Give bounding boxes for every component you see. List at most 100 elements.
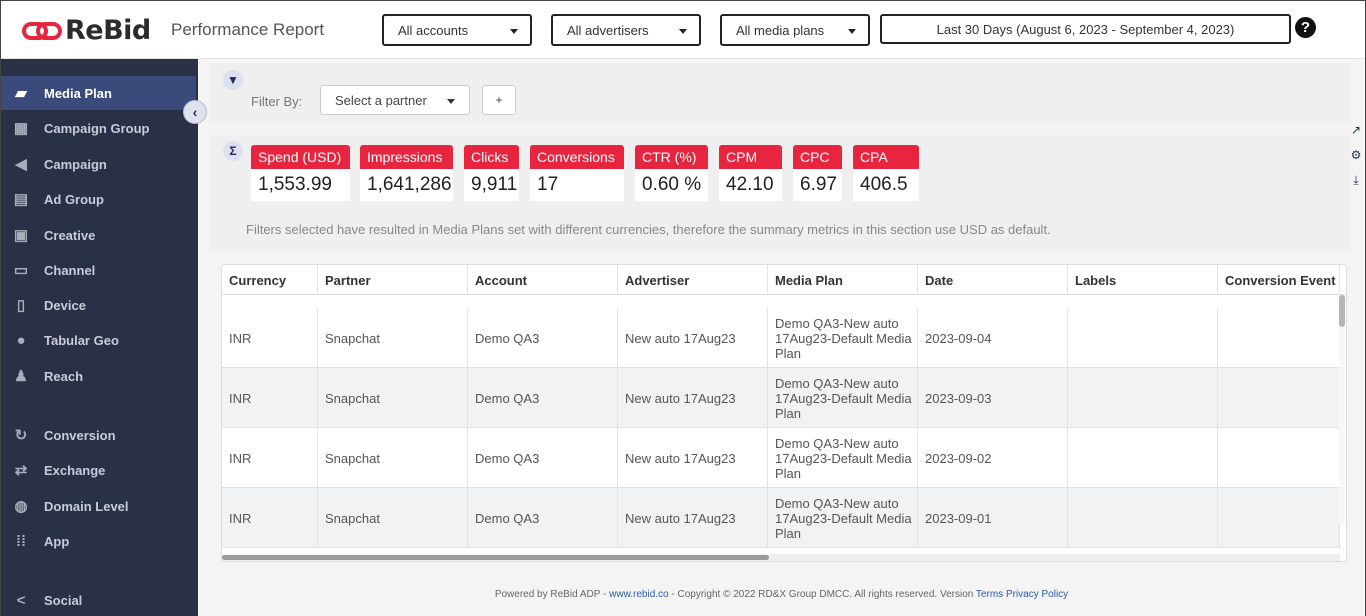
caret-down-icon bbox=[447, 99, 455, 104]
cell-labels bbox=[1068, 308, 1218, 368]
cell-partner: Snapchat bbox=[318, 428, 468, 488]
footer: Powered by ReBid ADP - www.rebid.co - Co… bbox=[198, 589, 1365, 600]
page-title: Performance Report bbox=[171, 20, 325, 39]
download-icon[interactable]: ⤓ bbox=[1353, 172, 1359, 187]
help-icon[interactable]: ? bbox=[1295, 17, 1316, 38]
sidebar-item-social[interactable]: < Social bbox=[1, 583, 196, 616]
caret-down-icon bbox=[510, 29, 518, 34]
sidebar-item-exchange[interactable]: ⇄ Exchange bbox=[1, 453, 196, 487]
sidebar-item-creative[interactable]: ▣ Creative bbox=[1, 218, 196, 252]
metric-cpc: CPC 6.97 bbox=[793, 145, 842, 201]
metric-clicks: Clicks 9,911 bbox=[464, 145, 519, 201]
cell-account: Demo QA3 bbox=[468, 428, 618, 488]
cell-labels bbox=[1068, 368, 1218, 428]
cell-date: 2023-09-01 bbox=[918, 488, 1068, 548]
column-header-currency[interactable]: Currency bbox=[222, 265, 318, 295]
sidebar-item-reach[interactable]: ♟ Reach bbox=[1, 359, 196, 393]
advertisers-dropdown[interactable]: All advertisers bbox=[551, 14, 701, 46]
column-header-date[interactable]: Date bbox=[918, 265, 1068, 295]
sidebar-item-label: Conversion bbox=[44, 427, 116, 443]
rebid-logo[interactable]: ReBid bbox=[21, 15, 151, 46]
table-row[interactable]: INR Snapchat Demo QA3 New auto 17Aug23 D… bbox=[222, 308, 1340, 368]
sidebar-item-app[interactable]: ⁞⁞ App bbox=[1, 524, 196, 558]
cell-labels bbox=[1068, 488, 1218, 548]
cell-currency: INR bbox=[222, 368, 318, 428]
vertical-scrollbar[interactable] bbox=[1339, 295, 1345, 525]
cell-advertiser: New auto 17Aug23 bbox=[618, 428, 768, 488]
sidebar-item-campaign-group[interactable]: ▦ Campaign Group bbox=[1, 111, 196, 145]
footer-site-link[interactable]: www.rebid.co bbox=[609, 589, 669, 600]
image-icon: ▣ bbox=[13, 227, 29, 244]
metric-spend: Spend (USD) 1,553.99 bbox=[251, 145, 350, 201]
column-header-advertiser[interactable]: Advertiser bbox=[618, 265, 768, 295]
scrollbar-thumb[interactable] bbox=[222, 555, 769, 560]
cell-date: 2023-09-04 bbox=[918, 308, 1068, 368]
sidebar-item-label: Channel bbox=[44, 262, 96, 278]
accounts-dropdown[interactable]: All accounts bbox=[382, 14, 532, 46]
metric-label: CPM bbox=[719, 145, 782, 169]
column-header-partner[interactable]: Partner bbox=[318, 265, 468, 295]
table-row[interactable]: INR Snapchat Demo QA3 New auto 17Aug23 D… bbox=[222, 428, 1340, 488]
sidebar-item-domain-level[interactable]: ◍ Domain Level bbox=[1, 489, 196, 523]
grid-icon: ▦ bbox=[13, 120, 29, 137]
filter-label: Filter By: bbox=[251, 94, 303, 109]
users-icon: ♟ bbox=[14, 368, 28, 385]
folder-open-icon: ▰ bbox=[15, 85, 27, 102]
metric-label: CPC bbox=[793, 145, 842, 169]
column-header-labels[interactable]: Labels bbox=[1068, 265, 1218, 295]
mobile-icon: ▯ bbox=[16, 297, 26, 314]
table-row[interactable]: INR Snapchat Demo QA3 New auto 17Aug23 D… bbox=[222, 368, 1340, 428]
column-header-account[interactable]: Account bbox=[468, 265, 618, 295]
sidebar-item-campaign[interactable]: ◀ Campaign bbox=[1, 147, 196, 181]
metric-value: 1,641,286 bbox=[360, 169, 453, 201]
sidebar-item-ad-group[interactable]: ▤ Ad Group bbox=[1, 182, 196, 216]
sidebar-item-label: Campaign bbox=[44, 156, 107, 172]
cell-advertiser: New auto 17Aug23 bbox=[618, 488, 768, 548]
column-header-conversion-event[interactable]: Conversion Event bbox=[1218, 265, 1340, 295]
add-filter-button[interactable]: + bbox=[482, 85, 516, 115]
filter-icon[interactable]: ▼ bbox=[223, 70, 243, 90]
sync-icon: ↻ bbox=[14, 427, 28, 444]
sidebar-item-label: Exchange bbox=[44, 462, 106, 478]
cell-account: Demo QA3 bbox=[468, 368, 618, 428]
horizontal-scrollbar[interactable] bbox=[222, 554, 1340, 561]
metric-value: 1,553.99 bbox=[251, 169, 350, 201]
metric-value: 42.10 bbox=[719, 169, 782, 201]
summary-metrics: Σ Spend (USD) 1,553.99 Impressions 1,641… bbox=[210, 135, 1350, 251]
chain-link-logo-icon bbox=[22, 21, 62, 40]
metric-ctr: CTR (%) 0.60 % bbox=[635, 145, 708, 201]
date-range-picker[interactable]: Last 30 Days (August 6, 2023 - September… bbox=[880, 14, 1291, 44]
main-content: ▼ Filter By: Select a partner + Σ Spend … bbox=[198, 59, 1365, 616]
scrollbar-thumb[interactable] bbox=[1339, 295, 1345, 327]
metric-label: Impressions bbox=[360, 145, 453, 169]
sidebar-item-label: Domain Level bbox=[44, 498, 129, 514]
gear-icon[interactable]: ⚙ bbox=[1350, 148, 1362, 162]
metric-impressions: Impressions 1,641,286 bbox=[360, 145, 453, 201]
sidebar-item-media-plan[interactable]: ▰ Media Plan bbox=[1, 76, 196, 110]
sidebar-item-label: Device bbox=[44, 297, 86, 313]
map-pin-icon: ● bbox=[16, 331, 26, 349]
sidebar: ▰ Media Plan ▦ Campaign Group ◀ Campaign… bbox=[1, 59, 198, 616]
media-plans-dropdown[interactable]: All media plans bbox=[720, 14, 870, 46]
table-row[interactable]: INR Snapchat Demo QA3 New auto 17Aug23 D… bbox=[222, 488, 1340, 548]
partner-select[interactable]: Select a partner bbox=[320, 85, 470, 115]
sidebar-item-tabular-geo[interactable]: ● Tabular Geo bbox=[1, 323, 196, 357]
sidebar-item-device[interactable]: ▯ Device bbox=[1, 288, 196, 322]
advertisers-dropdown-label: All advertisers bbox=[567, 22, 649, 38]
footer-privacy-link[interactable]: Privacy Policy bbox=[1005, 589, 1069, 600]
sidebar-item-conversion[interactable]: ↻ Conversion bbox=[1, 418, 196, 452]
date-range-label: Last 30 Days (August 6, 2023 - September… bbox=[936, 21, 1235, 37]
sidebar-item-label: Campaign Group bbox=[44, 120, 150, 136]
cell-conversion-event bbox=[1218, 428, 1340, 488]
metric-label: Clicks bbox=[464, 145, 519, 169]
www-icon: ◍ bbox=[14, 498, 28, 515]
metric-cpm: CPM 42.10 bbox=[719, 145, 782, 201]
footer-copyright: - Copyright © 2022 RD&X Group DMCC. All … bbox=[668, 589, 976, 600]
metric-label: CPA bbox=[853, 145, 919, 169]
metric-value: 406.5 bbox=[853, 169, 919, 201]
column-header-media-plan[interactable]: Media Plan bbox=[768, 265, 918, 295]
share-export-icon[interactable]: ↗ bbox=[1350, 123, 1362, 137]
sidebar-item-channel[interactable]: ▭ Channel bbox=[1, 253, 196, 287]
footer-terms-link[interactable]: Terms bbox=[975, 589, 1004, 600]
sidebar-collapse-button[interactable]: ‹ bbox=[183, 100, 207, 124]
